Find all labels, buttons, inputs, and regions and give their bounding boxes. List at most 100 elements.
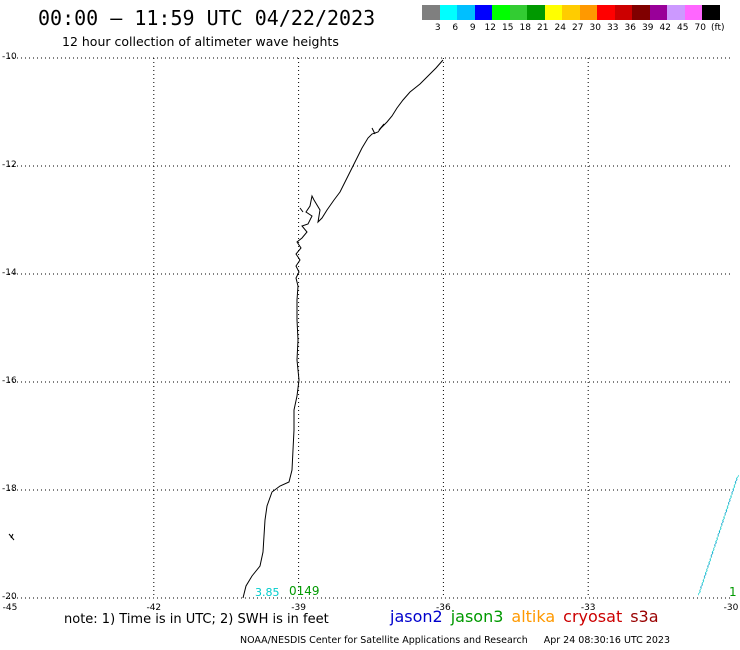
latitude-tick-label: -14 [2, 268, 17, 278]
colorbar-label: 24 [554, 23, 566, 33]
track-label: ~ [716, 521, 727, 531]
satellite-track-jason3: ~~~~~~~~~~~~~~~~~~~~~~~~~~~~~~~~~~ [694, 472, 740, 598]
satellite-legend: jason2 jason3 altika cryosat s3a [390, 607, 667, 626]
swh-value-green: 0149 [289, 584, 320, 598]
coastline [242, 59, 444, 599]
colorbar-swatch [492, 5, 510, 20]
longitude-tick-label: -39 [291, 603, 306, 613]
track-label: ~ [694, 588, 705, 598]
latitude-tick-label: -10 [2, 52, 17, 62]
colorbar-label: 30 [589, 23, 601, 33]
track-label: ~ [701, 567, 712, 577]
colorbar-label: 9 [469, 23, 476, 33]
colorbar-label: 6 [452, 23, 459, 33]
colorbar-swatch [544, 5, 562, 20]
colorbar-label: 18 [519, 23, 531, 33]
track-label: ~ [710, 539, 721, 549]
footer-credit: NOAA/NESDIS Center for Satellite Applica… [240, 635, 670, 646]
colorbar-label: 42 [659, 23, 671, 33]
satellite-jason2: jason2 [390, 607, 443, 626]
track-label: ~ [729, 479, 740, 489]
track-label: ~ [700, 570, 711, 580]
colorbar-swatch [474, 5, 492, 20]
track-label: ~ [703, 560, 714, 570]
generated-timestamp: Apr 24 08:30:16 UTC 2023 [543, 635, 670, 646]
track-label: ~ [731, 476, 740, 486]
track-label: ~ [724, 497, 735, 507]
colorbar-label: 39 [642, 23, 654, 33]
track-label: ~ [725, 493, 736, 503]
track-label: ~ [696, 581, 707, 591]
track-label: ~ [702, 563, 713, 573]
longitude-tick-label: -42 [146, 603, 162, 613]
coastline-islands [8, 127, 376, 541]
track-label: ~ [695, 584, 706, 594]
track-label: ~ [732, 472, 740, 482]
longitude-tick-label: -45 [2, 603, 18, 613]
track-label: ~ [697, 577, 708, 587]
track-label: ~ [713, 528, 724, 538]
track-label: ~ [718, 514, 729, 524]
colorbar-label: 27 [572, 23, 584, 33]
satellite-cryosat: cryosat [563, 607, 623, 626]
colorbar-swatch [457, 5, 475, 20]
colorbar-swatch [684, 5, 702, 20]
latitude-tick-label: -12 [2, 160, 17, 170]
colorbar-swatch [632, 5, 650, 20]
track-label: ~ [705, 553, 716, 563]
credit-text: NOAA/NESDIS Center for Satellite Applica… [240, 635, 528, 646]
track-label: ~ [704, 556, 715, 566]
colorbar-swatch [702, 5, 720, 20]
colorbar-swatch [439, 5, 457, 20]
track-label: ~ [721, 504, 732, 514]
colorbar-label: 33 [607, 23, 619, 33]
track-label: ~ [708, 546, 719, 556]
latitude-tick-label: -18 [2, 484, 17, 494]
colorbar-label: 15 [502, 23, 514, 33]
satellite-jason3: jason3 [450, 607, 504, 626]
colorbar-label: 3 [434, 23, 441, 33]
track-label: ~ [723, 500, 734, 510]
colorbar-swatch [562, 5, 580, 20]
latitude-tick-label: -20 [2, 592, 17, 602]
colorbar-swatch [579, 5, 597, 20]
colorbar-swatch [527, 5, 545, 20]
map-gridlines [9, 57, 733, 599]
colorbar-swatch [649, 5, 667, 20]
colorbar-swatch [614, 5, 632, 20]
track-label: ~ [719, 511, 730, 521]
track-label: ~ [711, 535, 722, 545]
track-label: ~ [698, 574, 709, 584]
colorbar-swatch [422, 5, 440, 20]
satellite-s3a: s3a [630, 607, 659, 626]
colorbar-label: (ft) [710, 23, 725, 33]
latitude-tick-label: -16 [2, 376, 17, 386]
colorbar-swatch [667, 5, 685, 20]
note-text: note: 1) Time is in UTC; 2) SWH is in fe… [64, 612, 329, 627]
track-label: ~ [715, 525, 726, 535]
track-label: ~ [727, 486, 738, 496]
track-label: ~ [709, 542, 720, 552]
longitude-tick-label: -36 [436, 603, 451, 613]
colorbar-label: 21 [537, 23, 549, 33]
chart-subtitle: 12 hour collection of altimeter wave hei… [62, 34, 339, 49]
colorbar-label: 45 [677, 23, 689, 33]
colorbar-swatch [509, 5, 527, 20]
swh-value-edge: 1 [729, 585, 737, 599]
track-label: ~ [712, 532, 723, 542]
satellite-altika: altika [511, 607, 556, 626]
track-label: ~ [720, 507, 731, 517]
colorbar-swatch [597, 5, 615, 20]
track-label: ~ [706, 549, 717, 559]
track-label: ~ [717, 518, 728, 528]
colorbar-label: 70 [694, 23, 706, 33]
chart-title: 00:00 – 11:59 UTC 04/22/2023 [38, 6, 376, 30]
track-label: ~ [726, 490, 737, 500]
longitude-tick-label: -30 [723, 603, 739, 613]
swh-value-cyan: 3.85 [255, 586, 280, 599]
colorbar-label: 12 [484, 23, 496, 33]
track-label: ~ [728, 483, 739, 493]
longitude-tick-label: -33 [580, 603, 596, 613]
colorbar-label: 36 [624, 23, 636, 33]
